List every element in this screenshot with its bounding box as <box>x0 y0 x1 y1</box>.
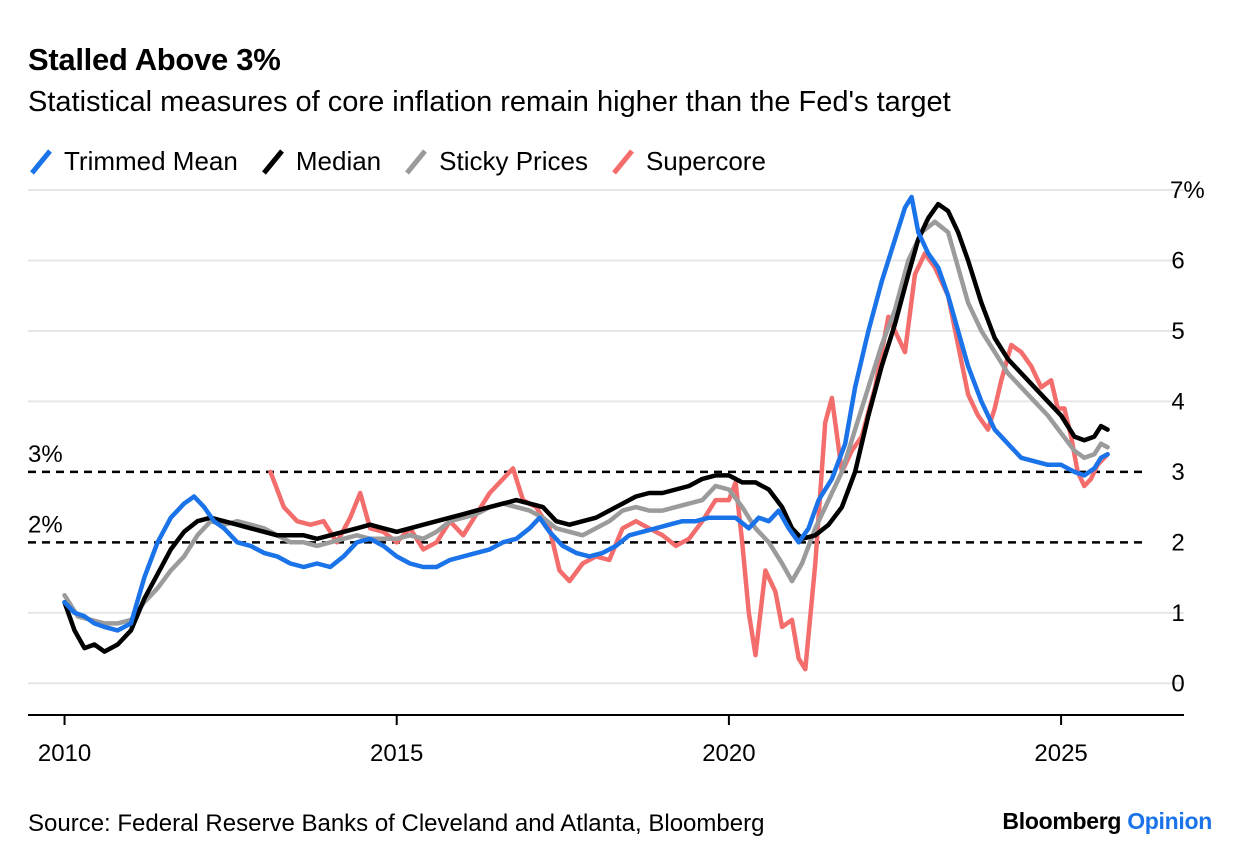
x-tick-label-2020: 2020 <box>702 740 755 767</box>
axes: 0 1 2 3 4 5 6 7% 2010 2015 2020 2025 <box>28 177 1205 767</box>
y-tick-label-3: 3 <box>1171 459 1184 486</box>
brand-logo: Bloomberg Opinion <box>1002 808 1212 835</box>
legend-swatch-trimmed-mean <box>28 147 54 177</box>
chart-title: Stalled Above 3% <box>28 42 281 77</box>
series-line-sticky-prices <box>62 219 1110 626</box>
legend-item-trimmed-mean: Trimmed Mean <box>28 146 238 177</box>
brand-name: Bloomberg <box>1002 808 1122 834</box>
chart-subtitle: Statistical measures of core inflation r… <box>28 86 951 118</box>
y-tick-label-7: 7% <box>1170 177 1205 204</box>
y-tick-label-1: 1 <box>1171 600 1184 627</box>
x-tick-label-2010: 2010 <box>38 740 91 767</box>
legend-swatch-median <box>260 147 286 177</box>
legend-label-median: Median <box>295 146 382 176</box>
y-tick-label-2: 2 <box>1171 529 1184 556</box>
y-tick-label-0: 0 <box>1171 670 1184 697</box>
legend: Trimmed Mean Median Sticky Prices Superc… <box>28 146 788 177</box>
source-note: Source: Federal Reserve Banks of Clevela… <box>28 810 765 837</box>
legend-label-sticky-prices: Sticky Prices <box>439 146 588 176</box>
series-line-median <box>62 201 1110 654</box>
y-tick-label-4: 4 <box>1171 388 1184 415</box>
y-tick-label-6: 6 <box>1171 247 1184 274</box>
legend-swatch-sticky-prices <box>403 147 429 177</box>
x-tick-label-2015: 2015 <box>370 740 423 767</box>
series-line-supercore <box>268 251 1110 672</box>
grid-lines <box>28 189 1184 685</box>
series-line-trimmed-mean <box>62 194 1110 633</box>
brand-opinion: Opinion <box>1127 808 1212 834</box>
legend-item-sticky-prices: Sticky Prices <box>403 146 588 177</box>
x-tick-label-2025: 2025 <box>1034 740 1087 767</box>
legend-swatch-supercore <box>610 147 636 177</box>
legend-item-median: Median <box>260 146 381 177</box>
y-tick-label-5: 5 <box>1171 318 1184 345</box>
legend-item-supercore: Supercore <box>610 146 766 177</box>
legend-label-trimmed-mean: Trimmed Mean <box>64 146 238 176</box>
legend-label-supercore: Supercore <box>645 146 766 176</box>
reference-label-2: 2% <box>28 511 63 538</box>
reference-lines: 3% 2% <box>28 441 1142 544</box>
series-lines <box>62 194 1110 672</box>
reference-label-3: 3% <box>28 441 63 468</box>
